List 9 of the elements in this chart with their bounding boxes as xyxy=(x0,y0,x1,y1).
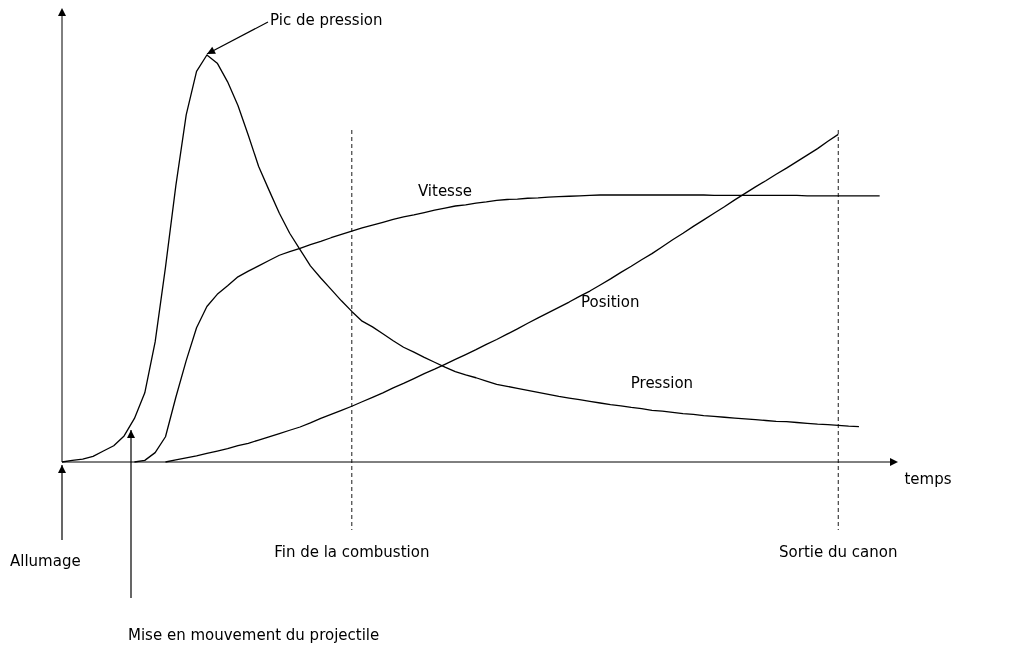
text: Pic de pression xyxy=(270,11,383,29)
series-label: Pression xyxy=(630,374,694,393)
series-label: Vitesse xyxy=(417,182,472,201)
x-tick-label: Sortie du canon xyxy=(779,543,898,561)
text: Allumage xyxy=(10,552,81,570)
x-axis-title: temps xyxy=(904,470,952,488)
series-label: Position xyxy=(581,292,640,311)
x-tick-label: Fin de la combustion xyxy=(274,543,430,561)
text: Mise en mouvement du projectile xyxy=(128,626,380,644)
